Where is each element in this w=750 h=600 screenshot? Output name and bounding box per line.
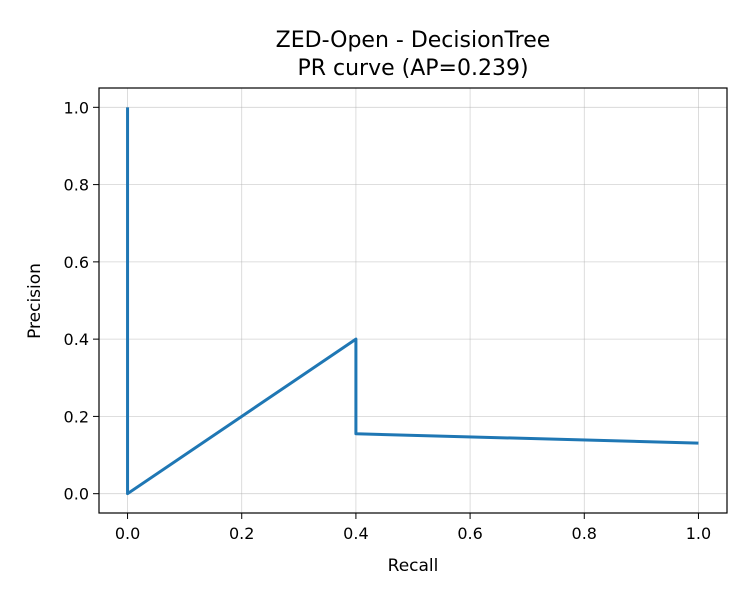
chart-title-line-2: PR curve (AP=0.239)	[297, 56, 528, 81]
y-axis-label: Precision	[25, 263, 45, 339]
y-tick-label: 0.4	[64, 330, 89, 349]
y-tick-label: 0.6	[64, 253, 89, 272]
series-layer	[126, 107, 699, 496]
x-tick-label: 0.2	[229, 524, 254, 543]
plot-frame	[98, 87, 728, 514]
x-axis-label: Recall	[388, 556, 439, 576]
y-tick-label: 0.2	[64, 407, 89, 426]
y-tick-label: 1.0	[64, 98, 89, 117]
x-tick-label: 0.8	[572, 524, 597, 543]
x-tick-label: 1.0	[686, 524, 711, 543]
x-tick-label: 0.4	[343, 524, 368, 543]
y-tick-label: 0.0	[64, 485, 89, 504]
x-tick-label: 0.0	[115, 524, 140, 543]
y-tick-label: 0.8	[64, 176, 89, 195]
x-tick-label: 0.6	[457, 524, 482, 543]
grid-layer	[99, 88, 727, 513]
pr-curve-line	[126, 107, 699, 496]
tick-layer: 0.0 0.2 0.4 0.6 0.8 1.0 0.0 0.2 0.4 0.6 0.8 1.0	[64, 98, 712, 543]
chart-title-line-1: ZED-Open - DecisionTree	[276, 28, 551, 53]
